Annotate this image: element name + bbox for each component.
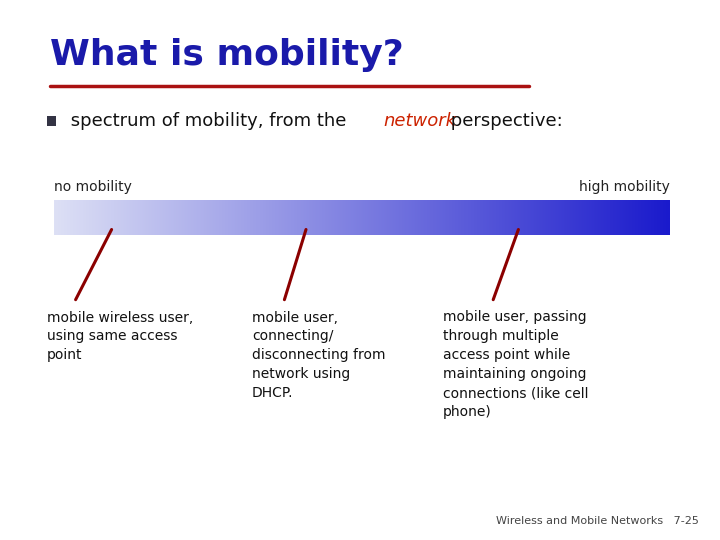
Text: perspective:: perspective: <box>445 112 563 131</box>
Text: spectrum of mobility, from the: spectrum of mobility, from the <box>65 112 352 131</box>
Text: mobile user,
connecting/
disconnecting from
network using
DHCP.: mobile user, connecting/ disconnecting f… <box>252 310 385 400</box>
Text: What is mobility?: What is mobility? <box>50 38 404 72</box>
Text: no mobility: no mobility <box>54 180 132 194</box>
Text: network: network <box>384 112 456 131</box>
Text: mobile user, passing
through multiple
access point while
maintaining ongoing
con: mobile user, passing through multiple ac… <box>443 310 588 419</box>
Text: Wireless and Mobile Networks   7-25: Wireless and Mobile Networks 7-25 <box>495 516 698 526</box>
Text: high mobility: high mobility <box>579 180 670 194</box>
Text: mobile wireless user,
using same access
point: mobile wireless user, using same access … <box>47 310 193 362</box>
